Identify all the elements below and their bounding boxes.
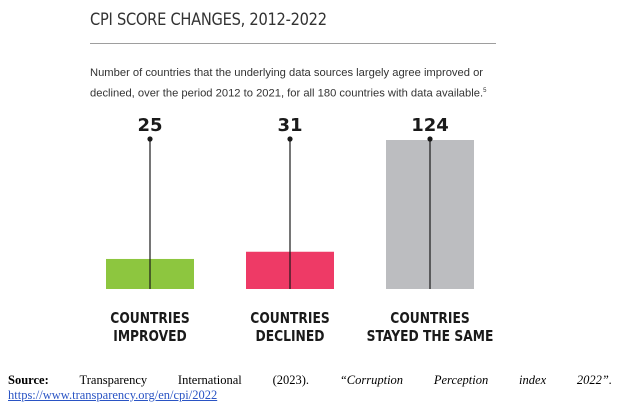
source-word-2: International <box>177 373 242 387</box>
source-citation: Source: Transparency International (2023… <box>8 373 612 403</box>
source-word-1: Transparency <box>79 373 148 387</box>
subtitle-text: Number of countries that the underlying … <box>90 67 484 100</box>
value-label-3: 124 <box>411 115 449 136</box>
category-label-2-line-2: DECLINED <box>256 328 325 345</box>
category-label-1-line-1: COUNTRIES <box>110 310 189 327</box>
citation-word-2: Perception <box>433 373 489 387</box>
source-word-3: (2023). <box>272 373 310 387</box>
bar-leader-dot-3 <box>427 136 433 142</box>
bar-leader-dot-2 <box>287 136 293 142</box>
chart-title: CPI SCORE CHANGES, 2012-2022 <box>90 10 327 30</box>
citation-word-3: index <box>519 373 547 387</box>
footnote-marker: 5 <box>483 88 487 94</box>
bar-leader-dot-1 <box>147 136 153 142</box>
value-label-2: 31 <box>277 115 302 136</box>
bar-chart: 25COUNTRIESIMPROVED31COUNTRIESDECLINED12… <box>106 115 494 345</box>
source-line: Source: Transparency International (2023… <box>8 373 612 388</box>
source-label: Source: <box>8 373 49 387</box>
citation-word-4: 2022”. <box>576 373 612 387</box>
category-label-3-line-1: COUNTRIES <box>390 310 469 327</box>
title-divider <box>90 43 496 44</box>
category-label-2-line-1: COUNTRIES <box>250 310 329 327</box>
citation-word-1: “Corruption <box>339 373 404 387</box>
category-label-1-line-2: IMPROVED <box>113 328 186 345</box>
category-label-3-line-2: STAYED THE SAME <box>367 328 494 345</box>
value-label-1: 25 <box>137 115 162 136</box>
chart-subtitle: Number of countries that the underlying … <box>90 64 520 103</box>
source-link[interactable]: https://www.transparency.org/en/cpi/2022 <box>8 388 218 402</box>
